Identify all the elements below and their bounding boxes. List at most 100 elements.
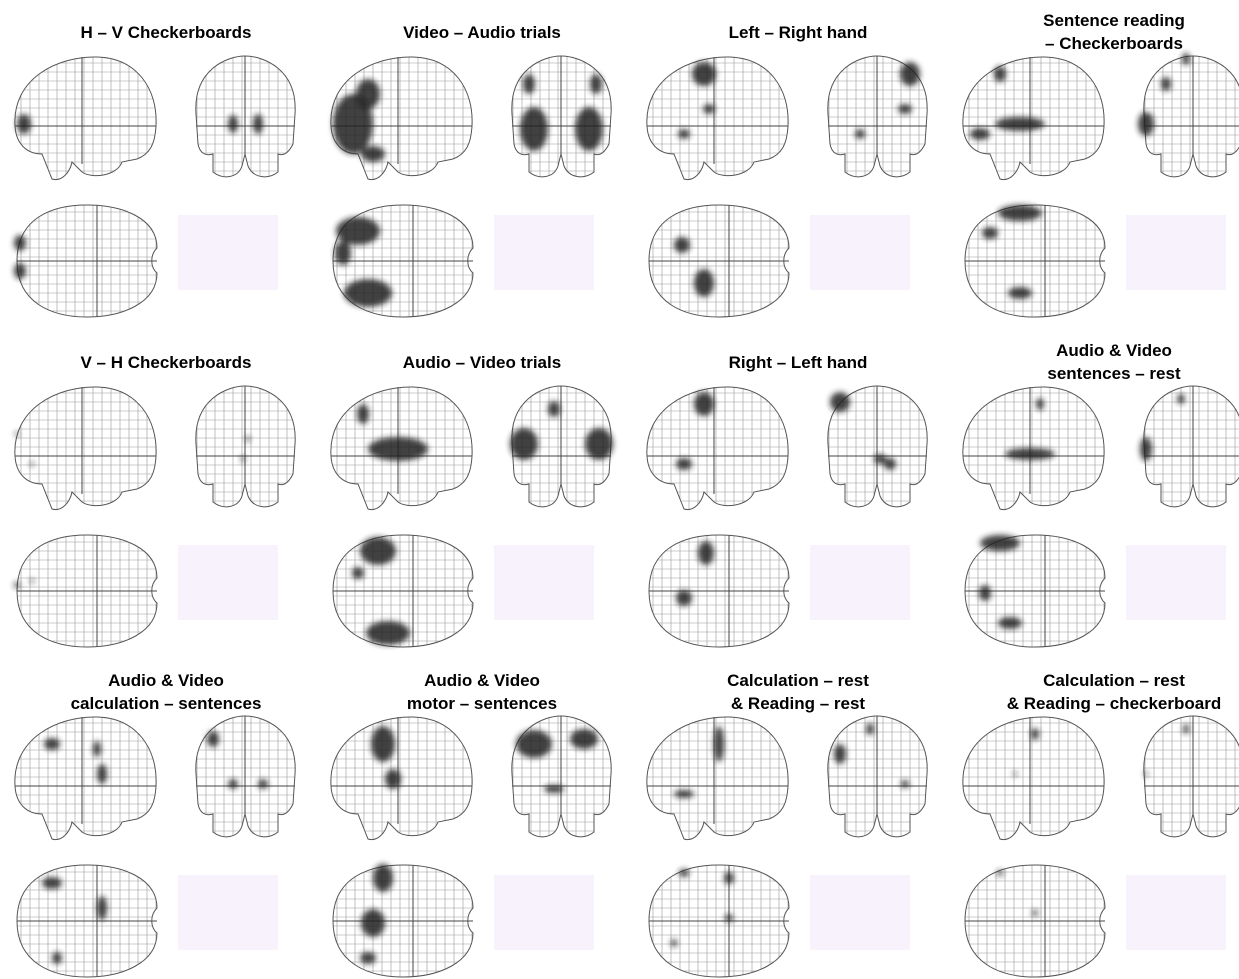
axi-view (648, 864, 790, 978)
axi-view (964, 204, 1106, 318)
activation-blob (360, 537, 396, 565)
brain-outline (964, 534, 1106, 648)
activation-blob (898, 104, 912, 114)
panel: Calculation – rest & Reading – rest (646, 671, 928, 978)
activation-blob (714, 726, 724, 762)
activation-blob (980, 535, 1020, 551)
cor-view (510, 385, 613, 508)
activation-blob (830, 392, 850, 412)
brain-outline (330, 386, 473, 511)
cor-view (1138, 53, 1239, 178)
brain-outline (14, 386, 157, 511)
empty-view (494, 875, 594, 950)
axi-view (14, 204, 158, 318)
activation-blob (570, 729, 598, 749)
activation-blob (207, 731, 219, 747)
panel: Video – Audio trials (330, 23, 612, 318)
cor-view (827, 385, 928, 508)
activation-blob (523, 74, 535, 94)
panel-title: calculation – sentences (71, 694, 262, 713)
activations (15, 432, 34, 466)
brain-outline (648, 864, 790, 978)
brain-outline (962, 56, 1105, 181)
activation-blob (246, 436, 250, 442)
activation-blob (874, 454, 886, 464)
activation-blob (884, 458, 896, 470)
activation-blob (52, 952, 62, 964)
activation-blob (1161, 77, 1171, 91)
activation-blob (228, 779, 238, 789)
activation-blob (1008, 287, 1032, 299)
activations (676, 392, 714, 470)
activation-blob (368, 437, 428, 461)
sag-view (14, 386, 157, 511)
cor-view (195, 55, 296, 178)
sag-view (14, 56, 157, 181)
activations (855, 62, 920, 139)
activation-blob (333, 94, 373, 154)
activations (979, 535, 1022, 629)
activation-blob (14, 235, 26, 251)
panel: Right – Left hand (646, 353, 928, 648)
activation-blob (14, 582, 20, 588)
brain-outline (648, 204, 790, 318)
cor-view (827, 55, 928, 178)
activation-blob (336, 217, 380, 245)
activations (676, 541, 714, 606)
brain-outline (962, 386, 1105, 511)
brain-outline (332, 204, 474, 318)
activation-blob (1177, 394, 1185, 404)
activation-blob (352, 567, 364, 579)
panel-title: Video – Audio trials (403, 23, 561, 42)
brain-outline (14, 56, 157, 181)
sag-view (962, 716, 1105, 841)
panel-title: Audio & Video (1056, 341, 1172, 360)
activation-blob (42, 877, 62, 889)
activation-blob (590, 74, 602, 94)
activation-blob (97, 896, 107, 920)
activation-blob (692, 62, 716, 86)
activation-blob (698, 541, 714, 565)
axi-view (964, 864, 1106, 978)
empty-view (810, 545, 910, 620)
activations (510, 401, 613, 460)
activations (970, 66, 1045, 140)
sag-view (646, 56, 789, 181)
panel-title: Audio & Video (108, 671, 224, 690)
panel-title: Right – Left hand (729, 353, 868, 372)
axi-view (964, 534, 1106, 648)
brain-outline (827, 715, 928, 838)
panel-title: & Reading – checkerboard (1007, 694, 1221, 713)
brain-outline (330, 56, 473, 181)
activation-blob (1013, 772, 1017, 776)
activation-blob (1140, 437, 1152, 461)
activation-blob (900, 62, 920, 86)
sag-view (14, 716, 157, 841)
brain-outline (648, 534, 790, 648)
activation-blob (357, 404, 369, 424)
activations (357, 404, 428, 461)
activation-blob (834, 744, 846, 764)
brain-outline (195, 55, 296, 178)
empty-view (810, 215, 910, 290)
activations (360, 864, 393, 964)
sag-view (962, 56, 1105, 181)
activation-blob (258, 779, 268, 789)
grid (646, 386, 789, 509)
activations (14, 579, 34, 588)
cor-view (827, 715, 928, 838)
activations (834, 723, 909, 788)
axi-view (332, 204, 474, 318)
brain-outline (827, 385, 928, 508)
brain-outline (1143, 715, 1239, 838)
activation-blob (585, 428, 613, 460)
brain-outline (14, 716, 157, 841)
activation-blob (678, 129, 690, 139)
activation-blob (671, 939, 677, 947)
panel-title: motor – sentences (407, 694, 557, 713)
brain-outline (330, 716, 473, 841)
activation-blob (228, 115, 238, 133)
activation-blob (356, 79, 380, 109)
brain-outline (827, 55, 928, 178)
activation-blob (997, 870, 1003, 876)
